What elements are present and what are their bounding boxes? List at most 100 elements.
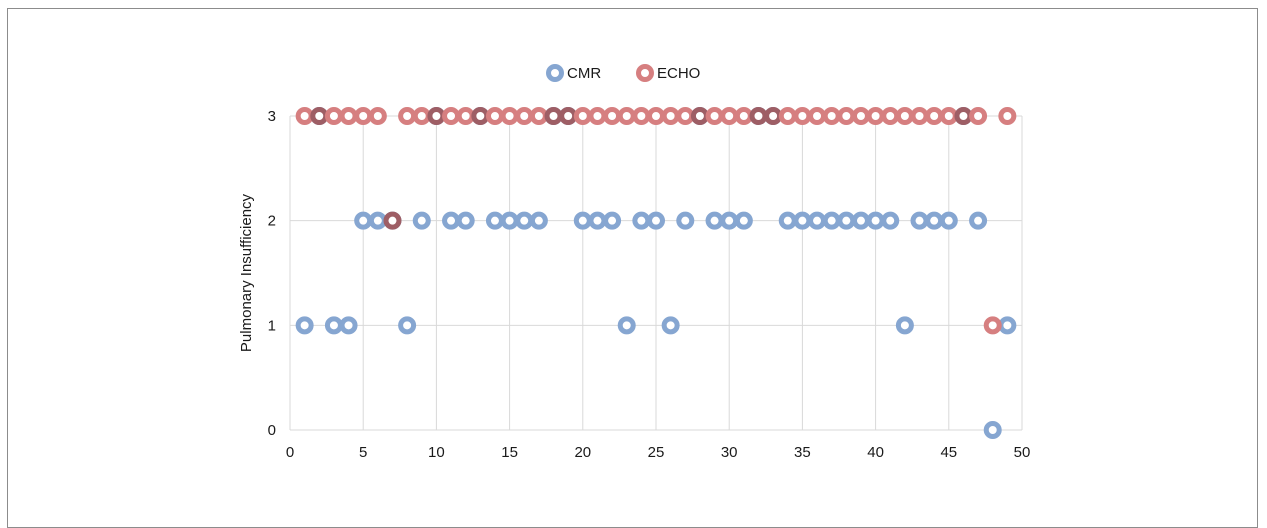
echo-point — [647, 107, 665, 125]
echo-point — [690, 107, 709, 125]
x-tick-label: 30 — [721, 444, 738, 461]
cmr-point — [676, 211, 695, 230]
echo-point — [749, 107, 768, 125]
cmr-point — [647, 211, 665, 230]
echo-point — [837, 107, 856, 125]
echo-point — [544, 107, 563, 125]
echo-point — [559, 107, 578, 125]
x-tick-label: 50 — [1014, 444, 1031, 461]
cmr-point — [925, 211, 944, 230]
cmr-point — [456, 211, 475, 230]
cmr-point — [485, 211, 504, 230]
tick-labels: 0 5 10 15 20 25 30 35 40 45 50 0 1 2 3 — [268, 108, 1031, 461]
echo-point — [676, 107, 695, 125]
echo-point — [705, 107, 724, 125]
cmr-point — [851, 211, 870, 230]
echo-point — [764, 107, 783, 125]
echo-point — [939, 107, 958, 125]
chart-frame — [7, 8, 1258, 528]
legend-marker-cmr — [546, 64, 564, 82]
cmr-point — [368, 211, 387, 230]
echo-point — [398, 107, 417, 125]
legend-label-echo: ECHO — [657, 65, 700, 82]
echo-point — [778, 107, 797, 125]
echo-point — [910, 107, 929, 125]
cmr-point — [500, 211, 519, 230]
cmr-point — [910, 211, 929, 230]
echo-point — [925, 107, 944, 125]
data-points — [295, 107, 1017, 439]
echo-point — [881, 107, 900, 125]
cmr-point — [969, 211, 988, 230]
cmr-point — [939, 211, 958, 230]
x-tick-label: 20 — [574, 444, 591, 461]
echo-point — [822, 107, 841, 125]
cmr-point — [588, 211, 607, 230]
echo-point — [339, 107, 358, 125]
x-tick-label: 45 — [940, 444, 957, 461]
echo-point — [310, 107, 329, 125]
cmr-point — [324, 316, 343, 335]
cmr-point — [705, 211, 724, 230]
echo-point — [295, 107, 314, 125]
y-tick-label: 0 — [268, 422, 276, 439]
echo-point — [500, 107, 519, 125]
echo-point — [412, 107, 431, 125]
cmr-point — [720, 211, 739, 230]
echo-point — [866, 107, 885, 125]
cmr-point — [808, 211, 827, 230]
cmr-point — [793, 211, 812, 230]
echo-point — [471, 107, 490, 125]
x-tick-label: 25 — [648, 444, 665, 461]
echo-point — [617, 107, 636, 125]
echo-point — [442, 107, 461, 125]
cmr-point — [895, 316, 914, 335]
echo-point — [427, 107, 446, 125]
cmr-point — [573, 211, 592, 230]
y-tick-label: 1 — [268, 317, 276, 334]
cmr-point — [617, 316, 636, 335]
x-tick-label: 15 — [501, 444, 518, 461]
y-axis-title: Pulmonary Insufficiency — [238, 193, 255, 352]
y-tick-label: 3 — [268, 108, 276, 125]
cmr-point — [837, 211, 856, 230]
x-tick-label: 40 — [867, 444, 884, 461]
cmr-point — [339, 316, 358, 335]
echo-point — [969, 107, 988, 125]
y-tick-label: 2 — [268, 213, 276, 230]
cmr-point — [778, 211, 797, 230]
cmr-point — [983, 421, 1002, 439]
cmr-point — [632, 211, 651, 230]
echo-point — [734, 107, 753, 125]
legend: CMR ECHO — [546, 64, 700, 82]
echo-point — [368, 107, 387, 125]
echo-point — [998, 107, 1017, 125]
echo-point — [983, 316, 1002, 335]
cmr-point — [734, 211, 753, 230]
echo-point — [529, 107, 548, 125]
grid-layer — [289, 115, 1023, 431]
echo-point — [603, 107, 622, 125]
echo-point — [456, 107, 475, 125]
x-tick-label: 10 — [428, 444, 445, 461]
echo-point — [354, 107, 373, 125]
cmr-point — [515, 211, 534, 230]
cmr-point — [354, 211, 373, 230]
cmr-point — [603, 211, 622, 230]
echo-point — [632, 107, 651, 125]
x-tick-label: 5 — [359, 444, 367, 461]
echo-point — [324, 107, 343, 125]
x-tick-label: 0 — [286, 444, 294, 461]
echo-point — [895, 107, 914, 125]
cmr-point — [998, 316, 1017, 335]
echo-point — [720, 107, 739, 125]
echo-point — [485, 107, 504, 125]
cmr-point — [442, 211, 461, 230]
echo-point — [515, 107, 534, 125]
legend-label-cmr: CMR — [567, 65, 601, 82]
echo-point — [808, 107, 827, 125]
x-tick-label: 35 — [794, 444, 811, 461]
cmr-point — [412, 211, 431, 230]
cmr-point — [398, 316, 417, 335]
echo-point — [851, 107, 870, 125]
